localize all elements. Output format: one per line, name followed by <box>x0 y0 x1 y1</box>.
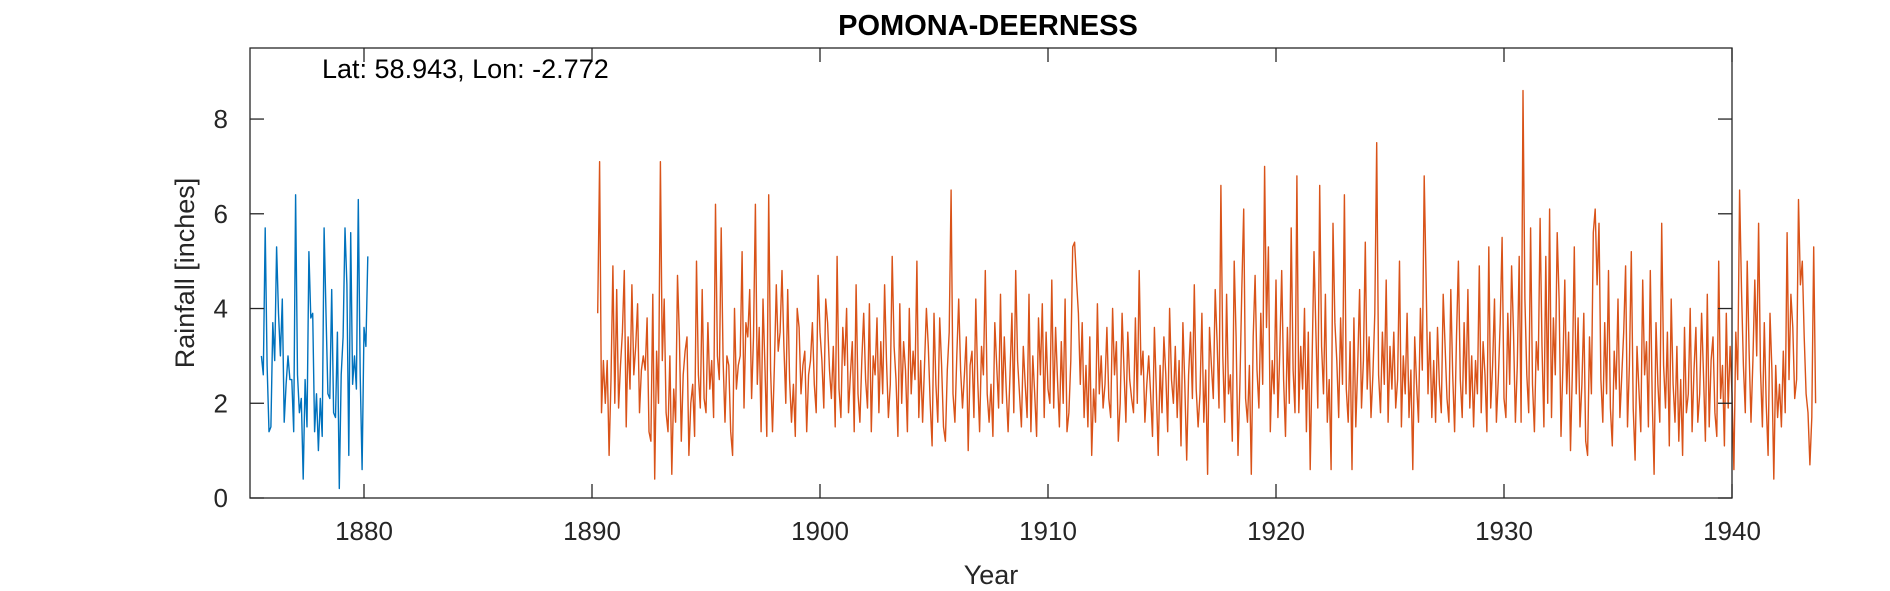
y-axis-label: Rainfall [inches] <box>170 178 200 369</box>
y-axis-ticks: 0 2 4 6 8 <box>214 104 1732 513</box>
plot-lines <box>260 89 1817 490</box>
y-tick-label: 0 <box>214 483 228 513</box>
axes-box <box>249 47 1733 499</box>
x-axis-label: Year <box>964 560 1019 590</box>
lat-lon-annotation: Lat: 58.943, Lon: -2.772 <box>322 54 609 84</box>
y-tick-label: 8 <box>214 104 228 134</box>
series-line-1 <box>260 194 369 490</box>
x-tick-label: 1890 <box>563 516 621 546</box>
x-tick-label: 1900 <box>791 516 849 546</box>
y-tick-label: 2 <box>214 388 228 418</box>
x-tick-label: 1920 <box>1247 516 1305 546</box>
series-line-2 <box>597 89 1817 480</box>
x-tick-label: 1940 <box>1703 516 1761 546</box>
x-tick-label: 1880 <box>335 516 393 546</box>
x-tick-label: 1930 <box>1475 516 1533 546</box>
x-tick-label: 1910 <box>1019 516 1077 546</box>
y-tick-label: 4 <box>214 294 228 324</box>
x-axis-ticks: 1880 1890 1900 1910 1920 1930 1940 <box>335 48 1761 546</box>
chart-title: POMONA-DEERNESS <box>838 10 1138 42</box>
y-tick-label: 6 <box>214 199 228 229</box>
